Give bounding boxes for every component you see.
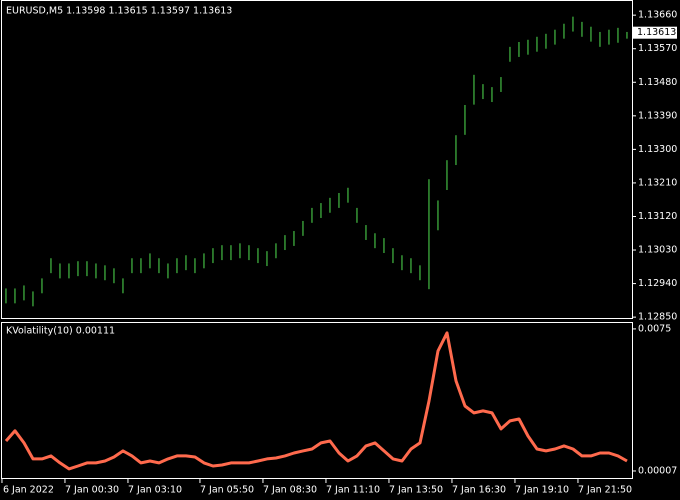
price-panel-frame [1, 0, 633, 319]
x-tick-label: 7 Jan 21:50 [578, 485, 632, 496]
x-tick-label: 7 Jan 19:10 [515, 485, 569, 496]
y-tick-label: 0.0075 [638, 323, 671, 334]
y-tick-label: 1.13390 [638, 110, 677, 121]
y-tick-label: 1.13210 [638, 177, 677, 188]
y-tick-label: 1.13660 [638, 10, 677, 21]
x-tick-label: 7 Jan 05:50 [200, 485, 254, 496]
y-tick-label: 1.12850 [638, 312, 677, 323]
price-panel-title: EURUSD,M5 1.13598 1.13615 1.13597 1.1361… [6, 6, 232, 17]
x-tick-label: 7 Jan 13:50 [389, 485, 443, 496]
x-tick-label: 7 Jan 11:10 [326, 485, 380, 496]
x-tick-label: 7 Jan 16:30 [452, 485, 506, 496]
y-tick-label: 1.13570 [638, 43, 677, 54]
x-tick-label: 7 Jan 00:30 [65, 485, 119, 496]
y-tick-label: 1.13480 [638, 77, 677, 88]
indicator-panel-title: KVolatility(10) 0.00111 [6, 326, 115, 337]
y-tick-label: 1.12940 [638, 278, 677, 289]
y-tick-label: 1.13030 [638, 245, 677, 256]
x-tick-label: 7 Jan 08:30 [263, 485, 317, 496]
y-tick-label: 1.13300 [638, 144, 677, 155]
indicator-line [4, 331, 628, 471]
y-tick-label: 0.00007 [638, 465, 677, 476]
indicator-panel-frame [1, 322, 633, 479]
x-tick-label: 7 Jan 03:10 [128, 485, 182, 496]
current-price-box [633, 26, 677, 39]
y-tick-label: 1.13120 [638, 211, 677, 222]
x-tick-label: 6 Jan 2022 [3, 485, 54, 496]
current-price-label: 1.13613 [637, 27, 676, 38]
